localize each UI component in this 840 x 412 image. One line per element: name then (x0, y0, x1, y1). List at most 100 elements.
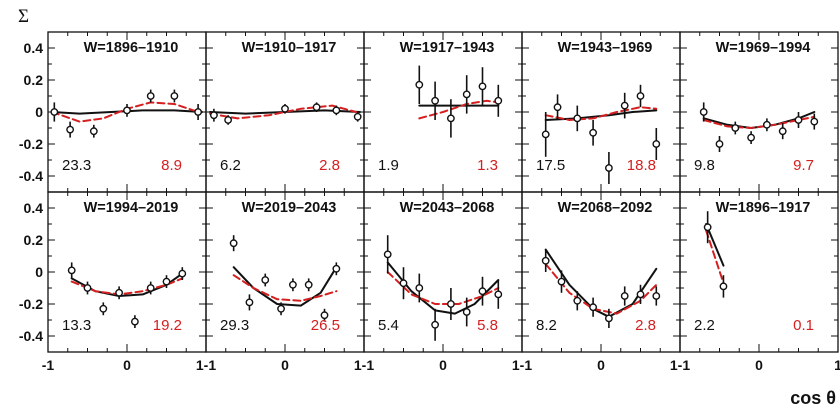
y-tick-label: -0.4 (19, 168, 43, 184)
value-red: 19.2 (153, 317, 182, 334)
x-tick-labels: -1 0 1-1 0 1-1 0 1-1 0 1-1 0 1 (42, 357, 840, 373)
data-point (620, 101, 629, 110)
y-axis-symbol: Σ (18, 6, 29, 27)
panel-7: W=2019–2043 29.3 26.5 (205, 191, 365, 353)
data-point (573, 296, 582, 305)
data-point (747, 133, 755, 142)
data-point (431, 320, 439, 329)
x-tick-label: 0 (123, 357, 131, 373)
fit-curve-red (386, 271, 500, 305)
fit-curve-red (705, 229, 725, 285)
data-point (229, 239, 238, 248)
panel-10: W=1896–1917 2.2 0.1 (679, 191, 839, 353)
data-point (494, 96, 503, 105)
fit-curve-red (418, 99, 500, 120)
x-tick-label: 0 (597, 357, 605, 373)
x-axis-label: cos θ (790, 388, 836, 408)
data-point (699, 108, 708, 116)
data-point (66, 125, 75, 134)
value-red: 18.8 (627, 157, 656, 174)
data-point (383, 250, 392, 259)
y-tick-label: -0.2 (19, 296, 43, 312)
data-point (353, 112, 362, 121)
fit-curve-red (544, 106, 658, 121)
y-tick-label: 0 (35, 264, 43, 280)
data-point (703, 223, 712, 232)
data-point (541, 256, 550, 265)
y-tick-label: 0 (35, 104, 43, 120)
value-black: 5.4 (378, 317, 399, 334)
data-point (123, 106, 131, 115)
data-point (573, 114, 582, 123)
panel-5: W=1969–1994 9.8 9.7 (679, 31, 839, 193)
x-tick-label: 1-1 (196, 357, 216, 373)
data-point (557, 277, 566, 286)
x-tick-label: 1 (834, 357, 840, 373)
x-tick-label: 1-1 (354, 357, 374, 373)
data-point (115, 288, 124, 297)
data-point (146, 284, 155, 292)
value-black: 1.9 (378, 157, 399, 174)
value-red: 26.5 (311, 317, 340, 334)
data-point (224, 116, 233, 124)
value-black: 13.3 (62, 317, 91, 334)
data-point (652, 140, 661, 148)
panel-1: W=1896–1910 23.3 8.9 (47, 31, 207, 193)
value-red: 1.3 (477, 157, 498, 174)
fit-curve-red (232, 274, 338, 302)
data-point (462, 90, 471, 99)
x-tick-label: 1-1 (670, 357, 690, 373)
data-point (399, 279, 408, 288)
panel-2: W=1910–1917 6.2 2.8 (205, 31, 365, 193)
data-point (731, 124, 740, 132)
fit-curve-black (544, 248, 658, 318)
panel-title: W=1917–1943 (400, 40, 495, 56)
data-point (415, 80, 424, 89)
data-point (162, 277, 171, 286)
data-point (778, 127, 787, 136)
data-point (478, 82, 487, 91)
data-point (446, 300, 455, 308)
data-point (332, 264, 341, 273)
data-point (312, 103, 321, 112)
data-point (332, 106, 341, 115)
data-point (636, 290, 645, 299)
data-point (605, 314, 613, 323)
data-point (83, 284, 92, 292)
value-red: 5.8 (477, 317, 498, 334)
data-point (810, 117, 819, 126)
value-black: 2.2 (694, 317, 715, 334)
y-tick-label: 0.2 (24, 232, 44, 248)
panel-title: W=1969–1994 (716, 40, 811, 56)
data-point (478, 287, 487, 296)
data-point (245, 298, 254, 307)
fit-curve-red (544, 263, 658, 315)
data-point (178, 269, 187, 278)
panel-3: W=1917–1943 1.9 1.3 (363, 31, 523, 193)
panel-4: W=1943–1969 17.5 18.8 (521, 31, 681, 193)
data-point (589, 303, 597, 312)
value-black: 23.3 (62, 157, 91, 174)
panel-8: W=2043–2068 5.4 5.8 (363, 191, 523, 353)
panel-title: W=2043–2068 (400, 200, 495, 216)
data-point (553, 103, 562, 112)
panel-title: W=1943–1969 (558, 40, 653, 56)
data-point (636, 92, 645, 100)
data-point (320, 311, 329, 320)
fit-curve-black (386, 261, 500, 315)
y-tick-label: 0.4 (24, 40, 44, 56)
panel-title: W=1994–2019 (84, 200, 179, 216)
panel-title: W=1896–1917 (716, 200, 811, 216)
data-point (99, 304, 108, 313)
value-black: 9.8 (694, 157, 715, 174)
x-tick-label: 0 (439, 357, 447, 373)
data-point (541, 130, 550, 139)
data-point (50, 108, 59, 116)
data-point (715, 140, 724, 148)
value-red: 8.9 (161, 157, 182, 174)
x-tick-label: 0 (755, 357, 763, 373)
data-point (209, 111, 218, 120)
data-point (431, 96, 439, 105)
y-tick-label: -0.2 (19, 136, 43, 152)
